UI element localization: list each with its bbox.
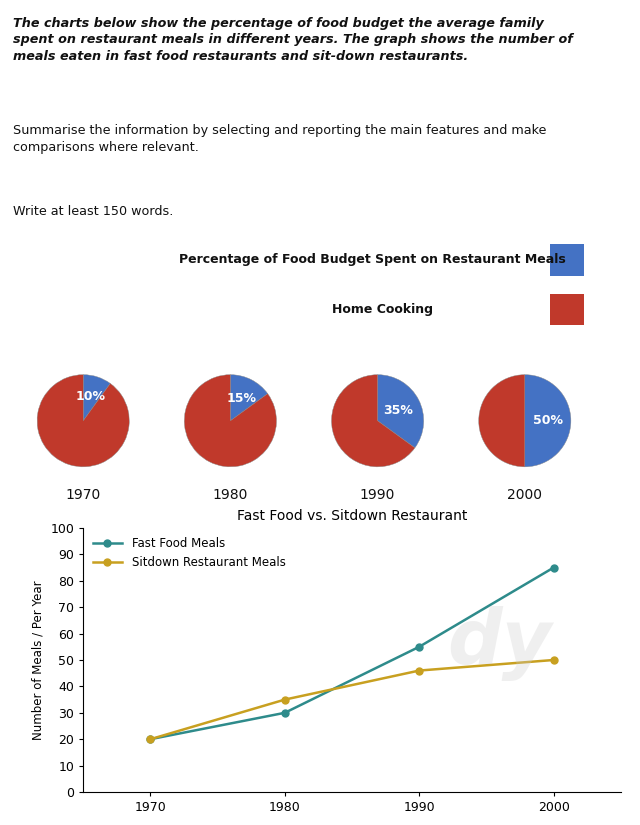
Sitdown Restaurant Meals <box>281 695 289 705</box>
Wedge shape <box>230 375 268 421</box>
Text: 10%: 10% <box>76 390 106 403</box>
Text: Percentage of Food Budget Spent on Restaurant Meals: Percentage of Food Budget Spent on Resta… <box>179 252 565 266</box>
Text: dy: dy <box>447 606 552 681</box>
Wedge shape <box>378 375 424 448</box>
Fast Food Meals <box>550 563 557 573</box>
Wedge shape <box>479 375 525 467</box>
Line: Fast Food Meals: Fast Food Meals <box>147 564 557 742</box>
Sitdown Restaurant Meals <box>550 655 557 665</box>
Text: Summarise the information by selecting and reporting the main features and make
: Summarise the information by selecting a… <box>13 124 546 153</box>
Text: Home Cooking: Home Cooking <box>332 303 433 316</box>
Fast Food Meals <box>147 734 154 744</box>
Wedge shape <box>332 375 415 467</box>
Text: 35%: 35% <box>383 403 413 417</box>
Text: The charts below show the percentage of food budget the average family
spent on : The charts below show the percentage of … <box>13 16 573 64</box>
Text: 1990: 1990 <box>360 488 396 502</box>
Fast Food Meals <box>281 708 289 718</box>
Bar <box>550 294 584 325</box>
Text: Write at least 150 words.: Write at least 150 words. <box>13 205 173 219</box>
Text: 2000: 2000 <box>508 488 542 502</box>
Text: 1980: 1980 <box>212 488 248 502</box>
Wedge shape <box>184 375 276 467</box>
Text: 15%: 15% <box>227 392 257 405</box>
Text: 1970: 1970 <box>65 488 101 502</box>
Wedge shape <box>83 375 110 421</box>
Sitdown Restaurant Meals <box>147 734 154 744</box>
Legend: Fast Food Meals, Sitdown Restaurant Meals: Fast Food Meals, Sitdown Restaurant Meal… <box>89 534 289 573</box>
Text: 50%: 50% <box>533 414 563 427</box>
Line: Sitdown Restaurant Meals: Sitdown Restaurant Meals <box>147 657 557 742</box>
Title: Fast Food vs. Sitdown Restaurant: Fast Food vs. Sitdown Restaurant <box>237 509 467 523</box>
Sitdown Restaurant Meals <box>415 666 423 676</box>
Y-axis label: Number of Meals / Per Year: Number of Meals / Per Year <box>32 580 45 740</box>
Fast Food Meals <box>415 642 423 652</box>
Wedge shape <box>525 375 571 467</box>
Wedge shape <box>37 375 129 467</box>
Bar <box>550 243 584 276</box>
